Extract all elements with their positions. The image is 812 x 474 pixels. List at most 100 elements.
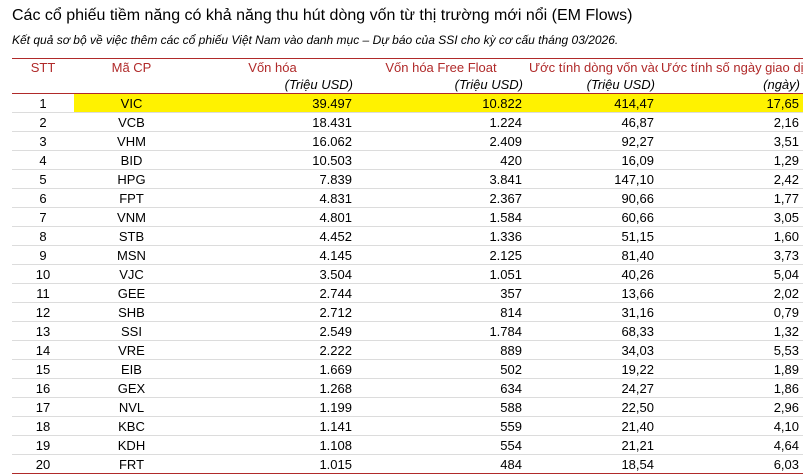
cell-dong-von-vao: 22,50	[526, 397, 658, 417]
cell-von-hoa-free-float: 889	[356, 340, 526, 360]
cell-ma-cp: SHB	[74, 302, 189, 322]
table-row: 11 GEE 2.744 357 13,66 2,02	[12, 283, 803, 303]
table-row: 10 VJC 3.504 1.051 40,26 5,04	[12, 264, 803, 284]
unit-dong-von-vao: (Triệu USD)	[526, 76, 658, 94]
cell-von-hoa-free-float: 1.051	[356, 264, 526, 284]
cell-ma-cp: GEE	[74, 283, 189, 303]
cell-so-ngay-giao-dich: 2,96	[658, 397, 803, 417]
cell-dong-von-vao: 19,22	[526, 359, 658, 379]
cell-so-ngay-giao-dich: 3,51	[658, 131, 803, 151]
cell-von-hoa: 2.222	[189, 340, 356, 360]
cell-stt: 13	[12, 321, 74, 341]
unit-von-hoa-free-float: (Triệu USD)	[356, 76, 526, 94]
cell-so-ngay-giao-dich: 0,79	[658, 302, 803, 322]
cell-stt: 7	[12, 207, 74, 227]
cell-von-hoa-free-float: 2.367	[356, 188, 526, 208]
table-row: 19 KDH 1.108 554 21,21 4,64	[12, 435, 803, 455]
cell-ma-cp: EIB	[74, 359, 189, 379]
column-header-von-hoa-free-float: Vốn hóa Free Float	[356, 58, 526, 76]
cell-stt: 8	[12, 226, 74, 246]
cell-von-hoa: 10.503	[189, 150, 356, 170]
cell-von-hoa: 1.141	[189, 416, 356, 436]
column-header-dong-von-vao: Ước tính dòng vốn vào	[526, 58, 658, 76]
cell-so-ngay-giao-dich: 4,10	[658, 416, 803, 436]
cell-so-ngay-giao-dich: 5,04	[658, 264, 803, 284]
cell-von-hoa-free-float: 1.584	[356, 207, 526, 227]
table-row: 1 VIC 39.497 10.822 414,47 17,65	[12, 93, 803, 113]
cell-so-ngay-giao-dich: 1,77	[658, 188, 803, 208]
cell-stt: 17	[12, 397, 74, 417]
cell-dong-von-vao: 414,47	[526, 93, 658, 113]
cell-dong-von-vao: 51,15	[526, 226, 658, 246]
cell-von-hoa-free-float: 502	[356, 359, 526, 379]
column-header-ma-cp: Mã CP	[74, 58, 189, 76]
cell-dong-von-vao: 60,66	[526, 207, 658, 227]
cell-so-ngay-giao-dich: 17,65	[658, 93, 803, 113]
cell-von-hoa-free-float: 484	[356, 454, 526, 474]
cell-dong-von-vao: 34,03	[526, 340, 658, 360]
cell-dong-von-vao: 81,40	[526, 245, 658, 265]
cell-von-hoa-free-float: 588	[356, 397, 526, 417]
cell-von-hoa-free-float: 2.409	[356, 131, 526, 151]
cell-stt: 14	[12, 340, 74, 360]
cell-von-hoa: 1.108	[189, 435, 356, 455]
cell-dong-von-vao: 16,09	[526, 150, 658, 170]
cell-stt: 19	[12, 435, 74, 455]
cell-so-ngay-giao-dich: 3,73	[658, 245, 803, 265]
cell-dong-von-vao: 18,54	[526, 454, 658, 474]
page-title: Các cổ phiếu tiềm năng có khả năng thu h…	[12, 7, 633, 24]
cell-von-hoa: 1.199	[189, 397, 356, 417]
cell-von-hoa-free-float: 357	[356, 283, 526, 303]
cell-von-hoa-free-float: 1.784	[356, 321, 526, 341]
cell-von-hoa-free-float: 1.224	[356, 112, 526, 132]
cell-von-hoa: 18.431	[189, 112, 356, 132]
table-row: 15 EIB 1.669 502 19,22 1,89	[12, 359, 803, 379]
unit-von-hoa: (Triệu USD)	[189, 76, 356, 94]
cell-dong-von-vao: 92,27	[526, 131, 658, 151]
cell-ma-cp: FPT	[74, 188, 189, 208]
cell-ma-cp: MSN	[74, 245, 189, 265]
table-row: 5 HPG 7.839 3.841 147,10 2,42	[12, 169, 803, 189]
cell-von-hoa: 1.669	[189, 359, 356, 379]
cell-von-hoa: 1.015	[189, 454, 356, 474]
cell-von-hoa: 39.497	[189, 93, 356, 113]
cell-von-hoa: 3.504	[189, 264, 356, 284]
cell-ma-cp: VNM	[74, 207, 189, 227]
cell-von-hoa: 4.452	[189, 226, 356, 246]
cell-von-hoa-free-float: 1.336	[356, 226, 526, 246]
cell-von-hoa-free-float: 634	[356, 378, 526, 398]
cell-stt: 4	[12, 150, 74, 170]
table-row: 20 FRT 1.015 484 18,54 6,03	[12, 454, 803, 474]
unit-so-ngay-giao-dich: (ngày)	[658, 76, 803, 94]
cell-von-hoa: 16.062	[189, 131, 356, 151]
cell-von-hoa: 1.268	[189, 378, 356, 398]
cell-so-ngay-giao-dich: 1,86	[658, 378, 803, 398]
cell-dong-von-vao: 21,21	[526, 435, 658, 455]
table-row: 14 VRE 2.222 889 34,03 5,53	[12, 340, 803, 360]
cell-von-hoa-free-float: 2.125	[356, 245, 526, 265]
table-row: 18 KBC 1.141 559 21,40 4,10	[12, 416, 803, 436]
cell-so-ngay-giao-dich: 1,89	[658, 359, 803, 379]
table-row: 9 MSN 4.145 2.125 81,40 3,73	[12, 245, 803, 265]
cell-von-hoa: 2.744	[189, 283, 356, 303]
table-row: 3 VHM 16.062 2.409 92,27 3,51	[12, 131, 803, 151]
em-flows-table: STT Mã CP Vốn hóa Vốn hóa Free Float Ước…	[12, 58, 803, 474]
cell-so-ngay-giao-dich: 6,03	[658, 454, 803, 474]
cell-ma-cp: STB	[74, 226, 189, 246]
cell-stt: 6	[12, 188, 74, 208]
cell-stt: 15	[12, 359, 74, 379]
cell-ma-cp: BID	[74, 150, 189, 170]
cell-ma-cp: FRT	[74, 454, 189, 474]
table-row: 17 NVL 1.199 588 22,50 2,96	[12, 397, 803, 417]
cell-stt: 1	[12, 93, 74, 113]
cell-dong-von-vao: 147,10	[526, 169, 658, 189]
cell-ma-cp: VJC	[74, 264, 189, 284]
cell-von-hoa-free-float: 420	[356, 150, 526, 170]
cell-von-hoa-free-float: 554	[356, 435, 526, 455]
cell-von-hoa-free-float: 814	[356, 302, 526, 322]
table-row: 12 SHB 2.712 814 31,16 0,79	[12, 302, 803, 322]
cell-von-hoa: 4.801	[189, 207, 356, 227]
header-row: STT Mã CP Vốn hóa Vốn hóa Free Float Ước…	[12, 58, 803, 76]
cell-von-hoa-free-float: 3.841	[356, 169, 526, 189]
table-body: 1 VIC 39.497 10.822 414,47 17,65 2 VCB 18.431 1.2…	[12, 93, 803, 474]
